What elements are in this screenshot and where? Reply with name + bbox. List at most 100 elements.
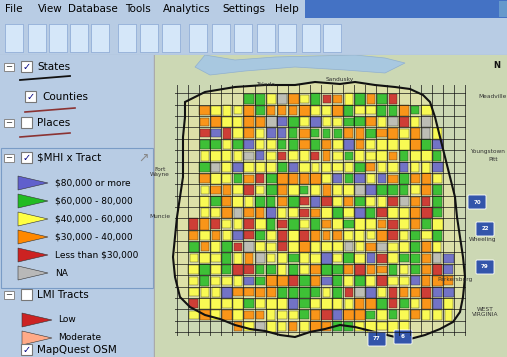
Bar (299, 241, 310, 252)
Bar (288, 185, 299, 195)
Bar (211, 208, 221, 217)
Text: Fort
Wayne: Fort Wayne (150, 167, 170, 177)
Bar (366, 219, 376, 229)
Bar (256, 162, 265, 172)
Bar (244, 311, 255, 319)
Bar (333, 265, 343, 274)
Bar (433, 287, 442, 297)
Bar (354, 174, 365, 183)
Bar (234, 322, 242, 331)
Bar (189, 24, 207, 52)
Bar (299, 140, 310, 149)
Bar (388, 175, 397, 182)
Bar (234, 175, 242, 183)
Bar (223, 128, 231, 139)
Bar (367, 163, 375, 171)
Bar (267, 196, 275, 207)
Bar (267, 140, 275, 149)
Bar (322, 288, 331, 297)
Bar (399, 242, 409, 252)
Bar (421, 150, 432, 161)
Text: ✓: ✓ (26, 92, 34, 102)
Bar (300, 173, 309, 184)
Bar (277, 276, 287, 286)
Bar (345, 94, 353, 105)
Bar (388, 253, 399, 263)
Bar (411, 128, 419, 139)
Bar (244, 152, 254, 160)
Bar (210, 196, 221, 206)
Bar (400, 105, 409, 116)
Bar (433, 242, 441, 252)
Bar (255, 196, 265, 207)
Bar (367, 197, 375, 206)
Bar (278, 128, 286, 138)
Bar (257, 24, 275, 52)
Bar (256, 151, 264, 160)
Bar (200, 276, 209, 286)
FancyBboxPatch shape (476, 222, 494, 236)
Bar (377, 275, 387, 286)
Bar (211, 310, 220, 320)
Text: $30,000 - 40,000: $30,000 - 40,000 (55, 232, 133, 241)
Bar (223, 230, 231, 241)
Bar (311, 276, 319, 286)
Bar (355, 287, 365, 297)
Bar (399, 254, 409, 262)
Bar (21, 152, 32, 163)
Polygon shape (18, 194, 48, 208)
Bar (233, 128, 243, 139)
Bar (311, 163, 319, 172)
Bar (311, 94, 320, 105)
Bar (378, 117, 386, 127)
Bar (300, 95, 309, 104)
Bar (422, 254, 430, 263)
Bar (366, 117, 376, 126)
Bar (301, 186, 308, 194)
Bar (366, 276, 375, 286)
Bar (377, 266, 387, 273)
Bar (389, 152, 397, 160)
Bar (322, 174, 331, 183)
Bar (199, 298, 210, 309)
Bar (345, 242, 353, 251)
Bar (432, 162, 443, 172)
Bar (321, 310, 332, 320)
Bar (400, 321, 409, 332)
Bar (267, 218, 275, 230)
Bar (410, 231, 420, 240)
Bar (211, 163, 220, 172)
Bar (289, 264, 298, 275)
Bar (189, 231, 198, 240)
Bar (211, 174, 221, 184)
Text: Muncie: Muncie (150, 215, 170, 220)
Bar (400, 150, 408, 161)
Bar (199, 106, 210, 115)
Bar (355, 163, 365, 172)
Bar (288, 230, 299, 241)
Bar (200, 196, 209, 207)
Bar (223, 140, 231, 149)
Bar (333, 321, 342, 331)
Bar (377, 94, 387, 104)
Bar (278, 322, 286, 331)
Bar (278, 265, 286, 275)
Bar (399, 277, 410, 285)
Bar (343, 310, 354, 320)
Bar (288, 116, 299, 127)
Bar (234, 243, 242, 251)
Bar (422, 310, 430, 320)
Bar (200, 218, 209, 230)
Bar (289, 128, 297, 138)
Bar (201, 242, 209, 251)
Bar (222, 277, 232, 285)
Bar (310, 300, 320, 308)
Bar (244, 241, 255, 252)
Text: ✓: ✓ (22, 62, 30, 72)
Bar (277, 242, 287, 251)
Bar (267, 128, 276, 138)
Bar (367, 94, 375, 104)
Bar (91, 24, 109, 52)
Text: Help: Help (275, 4, 299, 14)
Bar (366, 298, 376, 309)
